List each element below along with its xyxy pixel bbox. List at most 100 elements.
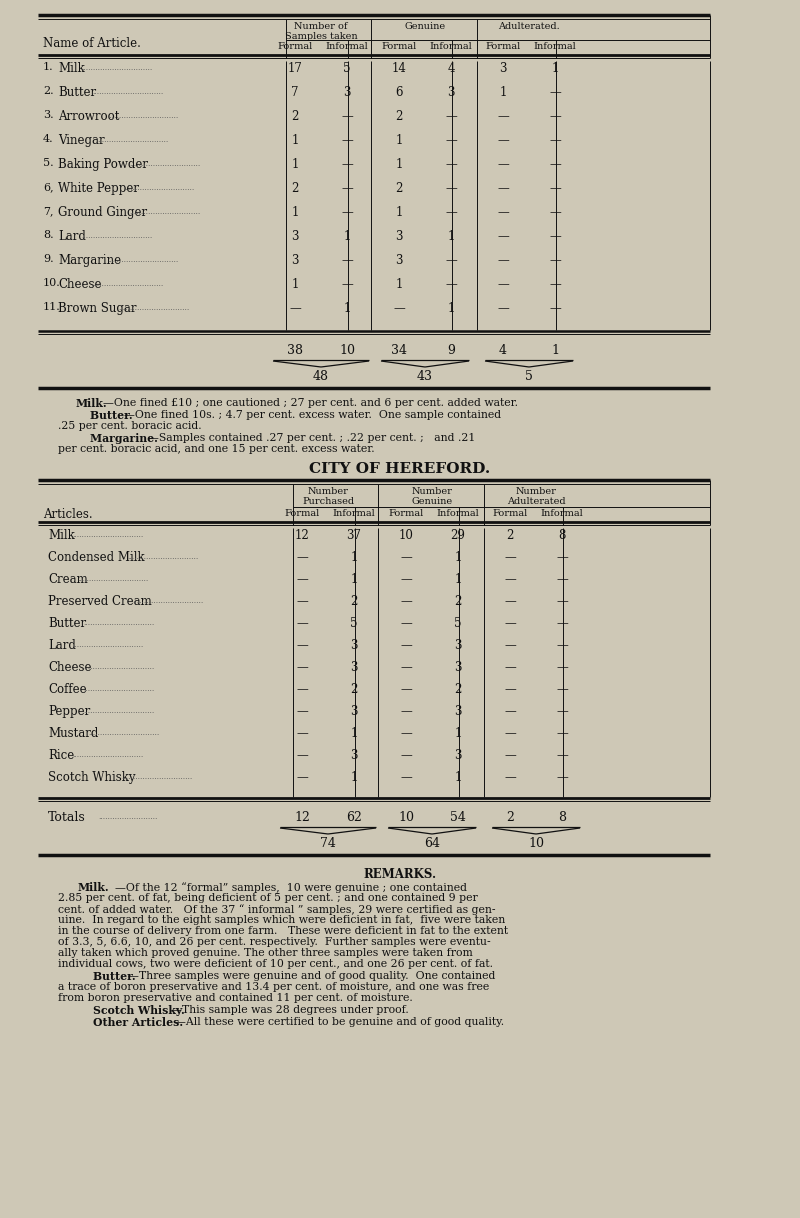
Text: 1: 1 xyxy=(350,727,358,741)
Text: —One fined 10s. ; 4.7 per cent. excess water.  One sample contained: —One fined 10s. ; 4.7 per cent. excess w… xyxy=(124,410,501,420)
Text: —: — xyxy=(400,661,412,674)
Text: —Three samples were genuine and of good quality.  One contained: —Three samples were genuine and of good … xyxy=(128,971,495,980)
Text: ..............................: .............................. xyxy=(92,280,163,287)
Text: —: — xyxy=(504,683,516,695)
Text: —: — xyxy=(445,278,457,291)
Text: —: — xyxy=(341,206,353,219)
Text: 3: 3 xyxy=(395,255,402,267)
Text: —: — xyxy=(400,727,412,741)
Text: 2.: 2. xyxy=(43,86,54,96)
Text: 1: 1 xyxy=(350,572,358,586)
Text: —: — xyxy=(296,618,308,630)
Text: —: — xyxy=(296,771,308,784)
Text: Arrowroot: Arrowroot xyxy=(58,110,119,123)
Text: per cent. boracic acid, and one 15 per cent. excess water.: per cent. boracic acid, and one 15 per c… xyxy=(58,445,374,454)
Text: 5: 5 xyxy=(350,618,358,630)
Text: 2: 2 xyxy=(454,683,462,695)
Text: —: — xyxy=(549,181,561,195)
Text: ..............................: .............................. xyxy=(123,184,195,192)
Text: —: — xyxy=(556,551,568,564)
Text: 3: 3 xyxy=(291,255,298,267)
Text: Rice: Rice xyxy=(48,749,74,762)
Text: —One fined £10 ; one cautioned ; 27 per cent. and 6 per cent. added water.: —One fined £10 ; one cautioned ; 27 per … xyxy=(103,398,518,408)
Text: Preserved Cream: Preserved Cream xyxy=(48,596,152,608)
Text: Number
Purchased: Number Purchased xyxy=(302,487,354,507)
Text: —: — xyxy=(556,618,568,630)
Text: Milk: Milk xyxy=(58,62,85,76)
Text: 3: 3 xyxy=(343,86,350,99)
Text: —: — xyxy=(296,705,308,717)
Text: —: — xyxy=(556,749,568,762)
Text: —: — xyxy=(556,683,568,695)
Text: —: — xyxy=(497,110,509,123)
Text: 4: 4 xyxy=(499,343,507,357)
Text: ..............................: .............................. xyxy=(72,752,143,759)
Text: —: — xyxy=(556,771,568,784)
Text: 1: 1 xyxy=(291,206,298,219)
Text: 3: 3 xyxy=(454,661,462,674)
Text: 3: 3 xyxy=(350,749,358,762)
Text: Formal: Formal xyxy=(382,41,417,51)
Text: 3: 3 xyxy=(350,705,358,717)
Text: 7,: 7, xyxy=(43,206,54,216)
Text: 5: 5 xyxy=(454,618,462,630)
Text: —: — xyxy=(549,110,561,123)
Text: —: — xyxy=(504,727,516,741)
Text: —: — xyxy=(296,727,308,741)
Text: —: — xyxy=(296,661,308,674)
Text: 1: 1 xyxy=(395,158,402,171)
Text: —: — xyxy=(296,683,308,695)
Text: —: — xyxy=(549,158,561,171)
Text: 11.: 11. xyxy=(43,302,61,312)
Text: 10: 10 xyxy=(398,811,414,825)
Text: Scotch Whisky: Scotch Whisky xyxy=(48,771,135,784)
Text: ..............................: .............................. xyxy=(129,208,200,216)
Text: 6,: 6, xyxy=(43,181,54,192)
Text: Formal: Formal xyxy=(388,509,424,518)
Text: —: — xyxy=(556,727,568,741)
Text: 2: 2 xyxy=(506,811,514,825)
Text: Number
Genuine: Number Genuine xyxy=(411,487,453,507)
Text: Formal: Formal xyxy=(486,41,521,51)
Text: —: — xyxy=(504,749,516,762)
Text: 6: 6 xyxy=(395,86,402,99)
Text: ..............................: .............................. xyxy=(127,553,198,561)
Text: Butter.: Butter. xyxy=(75,410,133,421)
Text: Brown Sugar: Brown Sugar xyxy=(58,302,137,315)
Text: —: — xyxy=(341,278,353,291)
Text: —: — xyxy=(549,278,561,291)
Text: Milk.: Milk. xyxy=(78,882,110,893)
Text: Number
Adulterated: Number Adulterated xyxy=(506,487,566,507)
Text: Lard: Lard xyxy=(58,230,86,244)
Text: 1.: 1. xyxy=(43,62,54,72)
Text: 10: 10 xyxy=(339,343,355,357)
Text: 62: 62 xyxy=(346,811,362,825)
Text: —: — xyxy=(400,639,412,652)
Text: 9: 9 xyxy=(447,343,455,357)
Text: —This sample was 28 degrees under proof.: —This sample was 28 degrees under proof. xyxy=(171,1005,409,1015)
Text: Number of
Samples taken: Number of Samples taken xyxy=(285,22,358,41)
Text: —: — xyxy=(497,255,509,267)
Text: CITY OF HEREFORD.: CITY OF HEREFORD. xyxy=(310,462,490,476)
Text: —: — xyxy=(504,596,516,608)
Text: ..............................: .............................. xyxy=(129,160,200,168)
Text: —: — xyxy=(556,639,568,652)
Text: a trace of boron preservative and 13.4 per cent. of moisture, and one was free: a trace of boron preservative and 13.4 p… xyxy=(58,982,490,991)
Text: Ground Ginger: Ground Ginger xyxy=(58,206,147,219)
Text: 1: 1 xyxy=(395,134,402,147)
Text: 8: 8 xyxy=(558,811,566,825)
Text: —: — xyxy=(400,551,412,564)
Text: Other Articles.: Other Articles. xyxy=(78,1017,183,1028)
Text: 2: 2 xyxy=(350,596,358,608)
Text: —: — xyxy=(549,302,561,315)
Text: —: — xyxy=(400,705,412,717)
Text: 2: 2 xyxy=(291,181,298,195)
Text: 54: 54 xyxy=(450,811,466,825)
Text: ..............................: .............................. xyxy=(92,88,163,96)
Text: Cream: Cream xyxy=(48,572,88,586)
Text: Cheese: Cheese xyxy=(58,278,102,291)
Text: 2: 2 xyxy=(395,110,402,123)
Text: Informal: Informal xyxy=(541,509,583,518)
Text: 37: 37 xyxy=(346,529,362,542)
Text: 14: 14 xyxy=(391,62,406,76)
